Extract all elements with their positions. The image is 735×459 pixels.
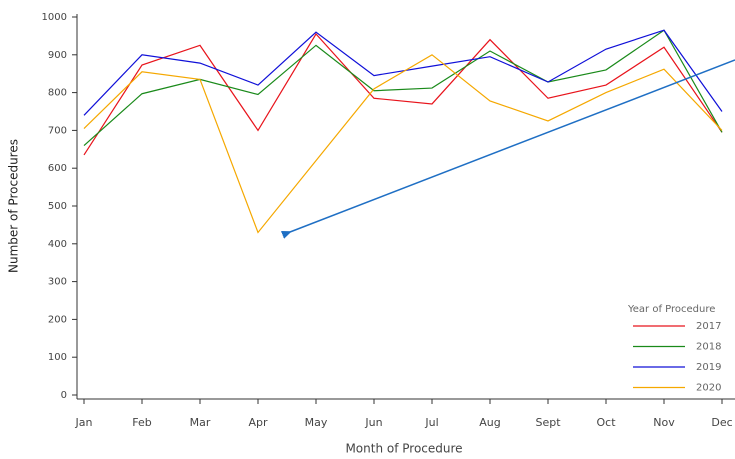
y-tick-label: 700 (48, 125, 67, 136)
series-line (83, 29, 723, 146)
y-tick-label: 900 (48, 50, 67, 61)
y-tick-label: 800 (48, 88, 67, 99)
legend-label: 2020 (696, 383, 721, 394)
y-tick-label: 100 (48, 352, 67, 363)
series-line (83, 54, 723, 234)
series-line (83, 33, 723, 156)
x-tick-label: Jul (424, 416, 438, 429)
y-tick-label: 200 (48, 314, 67, 325)
annotation-arrow (290, 59, 735, 232)
legend-label: 2019 (696, 362, 721, 373)
y-tick-label: 0 (61, 390, 67, 401)
y-axis-label: Number of Procedures (7, 139, 21, 273)
x-tick-label: Mar (190, 416, 211, 429)
x-tick-label: Jun (364, 416, 382, 429)
x-tick-label: Oct (596, 416, 616, 429)
x-tick-label: Apr (248, 416, 268, 429)
x-tick-label: Dec (711, 416, 732, 429)
x-tick-label: Sept (535, 416, 561, 429)
x-tick-label: Aug (479, 416, 500, 429)
legend-label: 2017 (696, 321, 721, 332)
legend-label: 2018 (696, 342, 721, 353)
series-line (83, 29, 723, 116)
y-tick-label: 1000 (42, 12, 67, 23)
y-tick-label: 600 (48, 163, 67, 174)
y-tick-label: 300 (48, 277, 67, 288)
x-tick-label: Jan (75, 416, 93, 429)
legend-title: Year of Procedure (627, 304, 715, 315)
x-tick-label: Feb (132, 416, 151, 429)
y-tick-label: 400 (48, 239, 67, 250)
x-tick-label: May (305, 416, 328, 429)
x-tick-label: Nov (653, 416, 675, 429)
x-axis-label: Month of Procedure (345, 442, 462, 456)
y-tick-label: 500 (48, 201, 67, 212)
